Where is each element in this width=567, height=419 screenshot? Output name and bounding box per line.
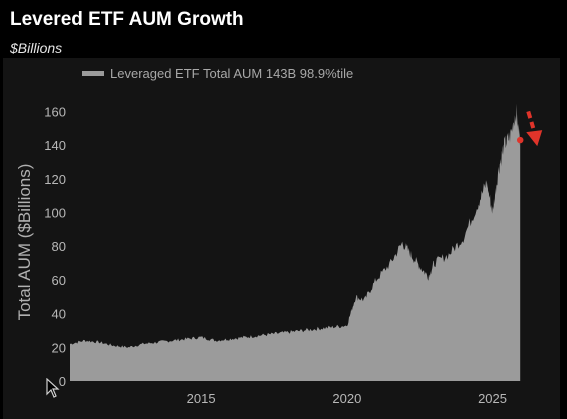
chart-subtitle: $Billions <box>10 40 63 56</box>
y-tick-label: 0 <box>59 374 66 389</box>
x-tick-label: 2015 <box>187 391 216 406</box>
y-tick-label: 120 <box>44 172 66 187</box>
annotation-arrow-line <box>526 110 536 129</box>
legend-label: Leveraged ETF Total AUM 143B 98.9%tile <box>110 66 354 81</box>
y-tick-label: 160 <box>44 104 66 119</box>
x-tick-label: 2025 <box>478 391 507 406</box>
x-tick-label: 2020 <box>332 391 361 406</box>
y-axis-title: Total AUM ($Billions) <box>15 164 34 321</box>
y-tick-label: 140 <box>44 138 66 153</box>
legend[interactable]: Leveraged ETF Total AUM 143B 98.9%tile <box>82 66 353 81</box>
last-value-marker <box>517 136 524 144</box>
y-tick-label: 60 <box>52 273 66 288</box>
y-tick-label: 20 <box>52 340 66 355</box>
y-tick-label: 40 <box>52 307 66 322</box>
y-tick-label: 80 <box>52 239 66 254</box>
chart-title: Levered ETF AUM Growth <box>10 9 244 30</box>
annotation-arrow-head <box>526 130 543 147</box>
legend-swatch <box>82 71 104 76</box>
mouse-cursor-icon <box>46 378 60 398</box>
series-area <box>70 103 521 381</box>
y-tick-label: 100 <box>44 206 66 221</box>
